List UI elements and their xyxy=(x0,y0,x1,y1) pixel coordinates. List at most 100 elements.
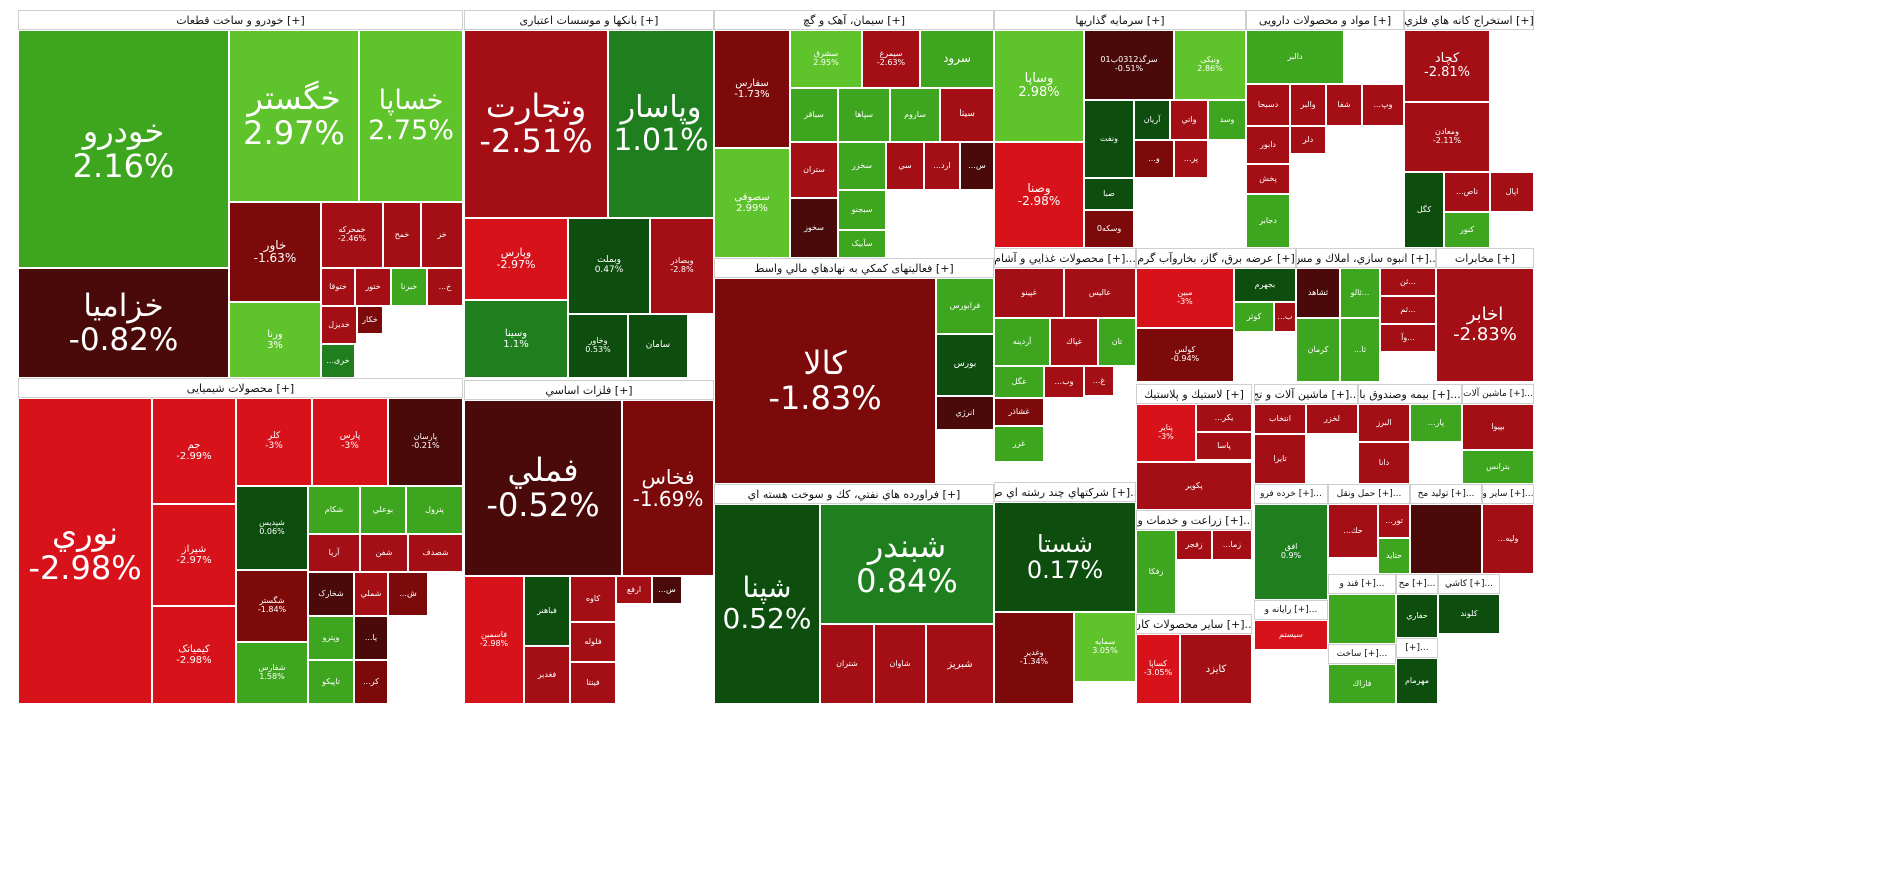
stock-tile[interactable]: ثم... xyxy=(1380,296,1436,324)
stock-tile[interactable]: سیستم xyxy=(1254,620,1328,650)
sector-header[interactable]: محصولات غذايي و آشام [+]... xyxy=(994,248,1136,268)
stock-tile[interactable]: شتران xyxy=(820,624,874,704)
stock-tile[interactable]: شصدف xyxy=(408,534,463,572)
stock-tile[interactable]: سیمرغ -2.63% xyxy=(862,30,920,88)
stock-tile[interactable]: نوري -2.98% xyxy=(18,398,152,704)
sector-header[interactable]: انبوه سازي، املاك و مس [+]... xyxy=(1296,248,1436,268)
sector-header[interactable]: ماشین آلات و تج [+]... xyxy=(1254,384,1358,404)
stock-tile[interactable]: شبندر 0.84% xyxy=(820,504,994,624)
stock-tile[interactable]: دسبحا xyxy=(1246,84,1290,126)
stock-tile[interactable]: شکام xyxy=(308,486,360,534)
stock-tile[interactable]: ...تور xyxy=(1378,504,1410,538)
sector-header[interactable]: سرمایه گذاریها [+] xyxy=(994,10,1246,30)
stock-tile[interactable]: آریا xyxy=(308,534,360,572)
sector-header[interactable]: لاستیك و پلاستیك [+] xyxy=(1136,384,1252,404)
stock-tile[interactable]: حفاري xyxy=(1396,594,1438,638)
sector-header[interactable]: عرضه برق، گاز، بخاروآب گرم [+] xyxy=(1136,248,1296,268)
stock-tile[interactable]: پاسا xyxy=(1196,432,1252,460)
stock-tile[interactable]: آریان xyxy=(1134,100,1170,140)
stock-tile[interactable]: فلوله xyxy=(570,622,616,662)
stock-tile[interactable]: وتجارت -2.51% xyxy=(464,30,608,218)
stock-tile[interactable]: فخاس -1.69% xyxy=(622,400,714,576)
stock-tile[interactable]: کولس -0.94% xyxy=(1136,328,1234,382)
stock-tile[interactable]: فاسمین -2.98% xyxy=(464,576,524,704)
stock-tile[interactable]: سبجنو xyxy=(838,190,886,230)
stock-tile[interactable]: ...یکر xyxy=(1196,404,1252,432)
stock-tile[interactable]: البرز xyxy=(1358,404,1410,442)
stock-tile[interactable]: پکویر xyxy=(1136,462,1252,510)
stock-tile[interactable]: کایزد xyxy=(1180,634,1252,704)
stock-tile[interactable]: پارس -3% xyxy=(312,398,388,486)
stock-tile[interactable]: کنور xyxy=(1444,212,1490,248)
stock-tile[interactable]: ثن... xyxy=(1380,268,1436,296)
sector-header[interactable]: محصولات شیمیایی [+] xyxy=(18,378,463,398)
stock-tile[interactable]: صبا xyxy=(1084,178,1134,210)
stock-tile[interactable]: شبریز xyxy=(926,624,994,704)
stock-tile[interactable]: وبصادر -2.8% xyxy=(650,218,714,314)
stock-tile[interactable]: بورس xyxy=(936,334,994,396)
sector-header[interactable]: مح [+]... xyxy=(1396,574,1438,594)
stock-tile[interactable]: فاراك xyxy=(1328,664,1396,704)
stock-tile[interactable]: شفن xyxy=(360,534,408,572)
stock-tile[interactable]: ونیکی 2.86% xyxy=(1174,30,1246,100)
stock-tile[interactable]: ثشاهد xyxy=(1296,268,1340,318)
stock-tile[interactable]: افق 0.9% xyxy=(1254,504,1328,600)
stock-tile[interactable]: شیراز -2.97% xyxy=(152,504,236,606)
stock-tile[interactable]: پترول xyxy=(406,486,463,534)
stock-tile[interactable]: وسکه0 xyxy=(1084,210,1134,248)
sector-header[interactable]: خرده فرو [+]... xyxy=(1254,484,1328,504)
stock-tile[interactable]: دابور xyxy=(1246,126,1290,164)
stock-tile[interactable]: سامان xyxy=(628,314,688,378)
stock-tile[interactable]: فرابورس xyxy=(936,278,994,334)
stock-tile[interactable]: سفارس -1.73% xyxy=(714,30,790,148)
stock-tile[interactable]: وسد xyxy=(1208,100,1246,140)
stock-tile[interactable]: وسینا 1.1% xyxy=(464,300,568,378)
sector-header[interactable]: شرکتهاي چند رشته اي ص [+]... xyxy=(994,482,1136,502)
stock-tile[interactable]: زفجر xyxy=(1176,530,1212,560)
stock-tile[interactable]: خگستر 2.97% xyxy=(229,30,359,202)
stock-tile[interactable]: وپاسار 1.01% xyxy=(608,30,714,218)
stock-tile[interactable]: غگل xyxy=(994,366,1044,398)
stock-tile[interactable]: کرمان xyxy=(1296,318,1340,382)
stock-tile[interactable]: شخارک xyxy=(308,572,354,616)
sector-header[interactable]: خودرو و ساخت قطعات [+] xyxy=(18,10,463,30)
stock-tile[interactable]: ...س xyxy=(652,576,682,604)
stock-tile[interactable]: ...خری xyxy=(321,344,355,378)
sector-header[interactable]: تولید مح [+]... xyxy=(1410,484,1482,504)
stock-tile[interactable]: دالبر xyxy=(1246,30,1344,84)
sector-header[interactable]: ماشین آلات [+]... xyxy=(1462,384,1534,404)
stock-tile[interactable]: ...زما xyxy=(1212,530,1252,560)
stock-tile[interactable]: تایرا xyxy=(1254,434,1306,484)
stock-tile[interactable]: شگستر -1.84% xyxy=(236,570,308,642)
stock-tile[interactable]: واتي xyxy=(1170,100,1208,140)
stock-tile[interactable]: فملي -0.52% xyxy=(464,400,622,576)
stock-tile[interactable]: ...خ xyxy=(427,268,463,306)
stock-tile[interactable]: خزامیا -0.82% xyxy=(18,268,229,378)
sector-header[interactable]: فلزات اساسي [+] xyxy=(464,380,714,400)
stock-tile[interactable]: سخزر xyxy=(838,142,886,190)
sector-header[interactable]: کاشي [+]... xyxy=(1438,574,1500,594)
stock-tile[interactable]: وصنا -2.98% xyxy=(994,142,1084,248)
sector-header[interactable]: [+]... xyxy=(1396,638,1438,658)
stock-tile[interactable]: کاوه xyxy=(570,576,616,622)
stock-tile[interactable]: ...وب xyxy=(1044,366,1084,398)
stock-tile[interactable]: غپاك xyxy=(1050,318,1098,366)
stock-tile[interactable]: ...وپ xyxy=(1362,84,1404,126)
stock-tile[interactable]: والبر xyxy=(1290,84,1326,126)
stock-tile[interactable]: ...کر xyxy=(354,660,388,704)
stock-tile[interactable]: غپینو xyxy=(994,268,1064,318)
stock-tile[interactable]: فغدیر xyxy=(524,646,570,704)
stock-tile[interactable]: سصوفی 2.99% xyxy=(714,148,790,258)
stock-tile[interactable]: غزر xyxy=(994,426,1044,462)
stock-tile[interactable]: شفا xyxy=(1326,84,1362,126)
stock-tile[interactable]: سآبیک xyxy=(838,230,886,258)
stock-tile[interactable]: خاور -1.63% xyxy=(229,202,321,302)
stock-tile[interactable]: کلوند xyxy=(1438,594,1500,634)
stock-tile[interactable]: بپیوا xyxy=(1462,404,1534,450)
stock-tile[interactable]: وآ... xyxy=(1380,324,1436,352)
stock-tile[interactable]: لخزر xyxy=(1306,404,1358,434)
stock-tile[interactable]: کگل xyxy=(1404,172,1444,248)
stock-tile[interactable]: تان xyxy=(1098,318,1136,366)
stock-tile[interactable]: شملي xyxy=(354,572,388,616)
stock-tile[interactable]: ...ارد xyxy=(924,142,960,190)
